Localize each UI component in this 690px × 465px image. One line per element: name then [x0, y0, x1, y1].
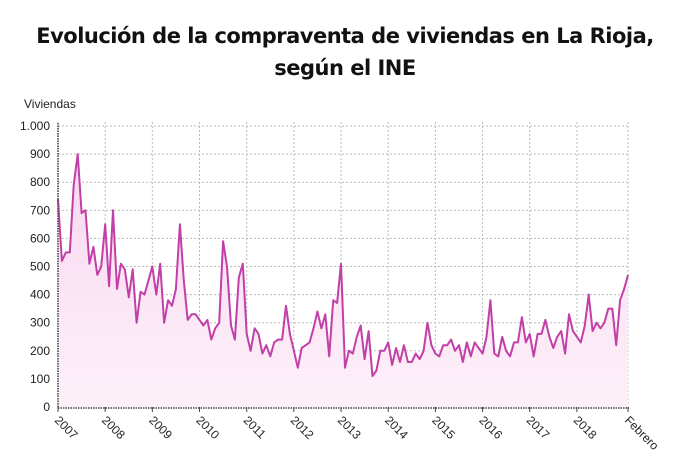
y-ticks: 0 100 200 300 400 500 600 700 800 900 1.000: [20, 119, 50, 414]
chart-title-line2: según el INE: [274, 56, 416, 80]
x-tick-label: Febrero: [622, 413, 662, 453]
y-tick-label: 900: [30, 147, 50, 161]
y-tick-label: 600: [30, 231, 50, 245]
x-tick-label: 2016: [476, 413, 505, 442]
series-line: [57, 153, 629, 378]
area-fill: [58, 154, 628, 407]
y-axis-label: Viviendas: [24, 97, 76, 111]
y-tick-label: 0: [43, 400, 50, 414]
y-tick-label: 500: [30, 260, 50, 274]
x-tick-label: 2014: [382, 413, 411, 442]
x-tick-label: 2008: [99, 413, 128, 442]
y-tick-label: 700: [30, 203, 50, 217]
x-tick-label: 2010: [193, 413, 222, 442]
x-tick-label: 2011: [241, 413, 269, 441]
y-tick-label: 400: [30, 288, 50, 302]
chart-title-line1: Evolución de la compraventa de viviendas…: [36, 24, 654, 48]
y-tick-label: 300: [30, 316, 50, 330]
x-ticks: 2007 2008 2009 2010 2011 2012 2013 2014 2015 2016…: [52, 407, 662, 453]
y-tick-label: 1.000: [20, 119, 50, 133]
x-tick-label: 2017: [524, 413, 553, 442]
chart-title: Evolución de la compraventa de viviendas…: [0, 20, 690, 84]
y-tick-label: 200: [30, 344, 50, 358]
x-tick-label: 2013: [335, 413, 364, 442]
y-tick-label: 100: [30, 372, 50, 386]
x-tick-label: 2009: [146, 413, 175, 442]
x-tick-label: 2018: [571, 413, 600, 442]
x-tick-label: 2012: [288, 413, 317, 442]
x-tick-label: 2015: [429, 413, 458, 442]
y-tick-label: 800: [30, 175, 50, 189]
x-tick-label: 2007: [52, 413, 81, 442]
